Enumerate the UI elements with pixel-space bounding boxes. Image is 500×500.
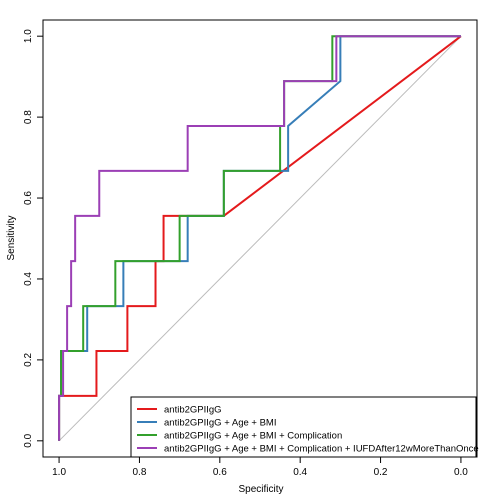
legend: antib2GPIIgG antib2GPIIgG + Age + BMI anti… bbox=[130, 396, 479, 458]
x-tick-label: 0.8 bbox=[132, 467, 146, 478]
y-tick-label: 0.8 bbox=[23, 110, 34, 124]
x-tick-label: 0.2 bbox=[374, 467, 388, 478]
y-tick-label: 1.0 bbox=[23, 29, 34, 43]
y-tick-label: 0.6 bbox=[23, 191, 34, 205]
legend-label-4: antib2GPIIgG + Age + BMI + Complication … bbox=[164, 444, 479, 455]
x-tick-label: 1.0 bbox=[52, 467, 66, 478]
diagonal-reference-line bbox=[58, 35, 462, 442]
y-axis: 0.0 0.2 0.4 0.6 0.8 1.0 bbox=[23, 29, 43, 448]
y-tick-label: 0.2 bbox=[23, 353, 34, 367]
series-line-1 bbox=[58, 35, 462, 441]
x-tick-label: 0.0 bbox=[454, 467, 468, 478]
x-tick-label: 0.6 bbox=[213, 467, 227, 478]
legend-label-1: antib2GPIIgG bbox=[164, 405, 222, 416]
legend-box bbox=[130, 396, 477, 458]
y-tick-label: 0.4 bbox=[23, 272, 34, 286]
x-axis-title: Specificity bbox=[238, 484, 283, 495]
series-layer bbox=[58, 35, 462, 441]
y-axis-title: Sensitivity bbox=[6, 215, 17, 260]
legend-label-2: antib2GPIIgG + Age + BMI bbox=[164, 418, 276, 429]
y-tick-label: 0.0 bbox=[23, 433, 34, 447]
series-line-4 bbox=[58, 35, 461, 441]
legend-label-3: antib2GPIIgG + Age + BMI + Complication bbox=[164, 431, 342, 442]
x-tick-label: 0.4 bbox=[293, 467, 307, 478]
x-axis: 1.0 0.8 0.6 0.4 0.2 0.0 bbox=[52, 457, 468, 478]
